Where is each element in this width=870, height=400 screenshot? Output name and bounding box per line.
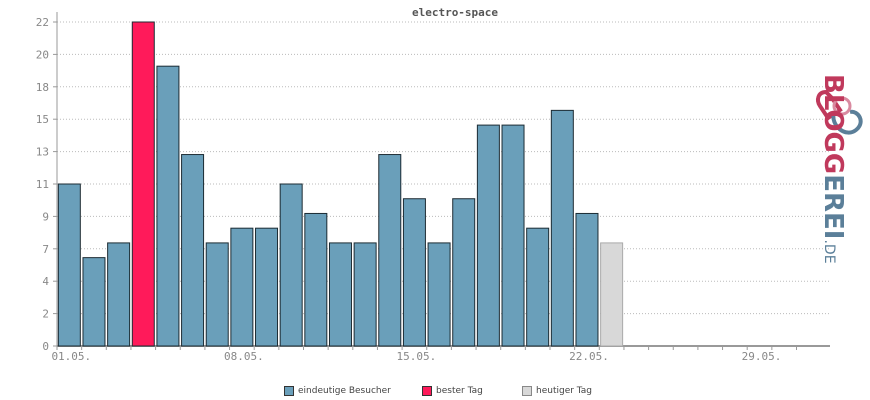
- x-tick-label: 08.05.: [224, 350, 264, 363]
- legend-swatch-best: [422, 386, 432, 396]
- bars: [57, 21, 624, 347]
- bar: [181, 154, 205, 347]
- y-tick-label: 7: [42, 243, 49, 256]
- logo-text-part1: BLOGG: [818, 74, 848, 175]
- y-tick-label: 2: [42, 308, 49, 321]
- x-tick-label: 15.05.: [397, 350, 437, 363]
- x-tick-label: 29.05.: [742, 350, 782, 363]
- bar: [57, 183, 81, 347]
- bar-today: [600, 242, 624, 347]
- chart-title: electro-space: [412, 6, 498, 19]
- y-tick-label: 22: [36, 16, 49, 29]
- bar: [328, 242, 352, 347]
- y-tick-label: 13: [36, 146, 49, 159]
- legend-item-best: bester Tag: [422, 386, 483, 396]
- bar: [476, 124, 500, 347]
- legend-item-unique: eindeutige Besucher: [284, 386, 391, 396]
- legend-swatch-today: [522, 386, 532, 396]
- bar: [452, 198, 476, 347]
- bar: [304, 212, 328, 347]
- bar: [353, 242, 377, 347]
- bar: [550, 109, 574, 347]
- bar: [378, 154, 402, 347]
- legend-label-unique: eindeutige Besucher: [298, 386, 391, 396]
- logo-text-tld: .DE: [821, 239, 837, 264]
- logo-text-part2: EREI: [818, 174, 848, 240]
- bar: [402, 198, 426, 347]
- bar: [82, 257, 106, 347]
- bar: [427, 242, 451, 347]
- bloggerei-logo-text: BLOGGEREI.DE: [812, 74, 848, 264]
- x-tick-label: 22.05.: [569, 350, 609, 363]
- bar: [107, 242, 131, 347]
- bar: [575, 212, 599, 347]
- legend: eindeutige Besucher bester Tag heutiger …: [0, 386, 870, 400]
- legend-item-today: heutiger Tag: [522, 386, 592, 396]
- y-tick-label: 11: [36, 178, 49, 191]
- y-tick-label: 20: [36, 48, 49, 61]
- bar: [230, 227, 254, 347]
- y-tick-label: 4: [42, 275, 49, 288]
- bar: [255, 227, 279, 347]
- y-tick-label: 15: [36, 113, 49, 126]
- legend-label-today: heutiger Tag: [536, 386, 593, 396]
- bar: [156, 65, 180, 347]
- bloggerei-logo-icon: [816, 89, 863, 135]
- legend-swatch-unique: [284, 386, 294, 396]
- bar-best-day: [131, 21, 155, 347]
- y-tick-label: 9: [42, 210, 49, 223]
- bar: [526, 227, 550, 347]
- y-tick-label: 18: [36, 81, 49, 94]
- y-tick-label: 0: [42, 340, 49, 353]
- x-tick-label: 01.05.: [51, 350, 91, 363]
- bar: [501, 124, 525, 347]
- legend-label-best: bester Tag: [436, 386, 483, 396]
- bar: [279, 183, 303, 347]
- bar: [205, 242, 229, 347]
